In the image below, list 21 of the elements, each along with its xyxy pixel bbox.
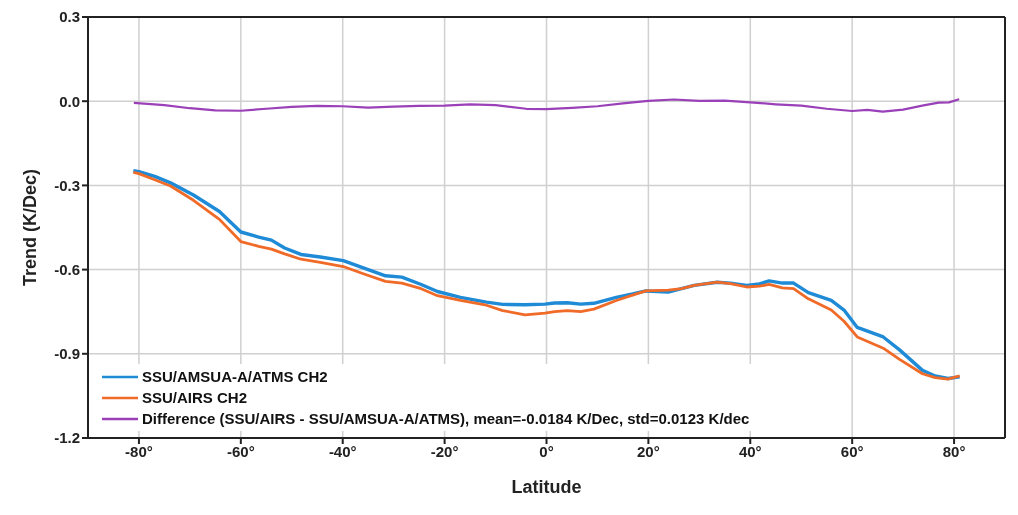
line-series <box>132 98 961 113</box>
y-tick-label: 0.3 <box>59 8 80 26</box>
y-tick-label: -1.2 <box>54 429 80 447</box>
x-tick-label: -20° <box>430 442 459 460</box>
x-tick-label: -60° <box>226 442 255 460</box>
x-tick-label: 20° <box>637 442 660 460</box>
legend-label: SSU/AIRS CH2 <box>142 388 248 408</box>
legend-label: Difference (SSU/AIRS - SSU/AMSUA-A/ATMS), mean=-0.0184 K/Dec, std=0.0123 K/dec <box>142 409 750 429</box>
x-tick-label: 0° <box>539 442 554 460</box>
y-tick-label: 0.0 <box>59 92 80 110</box>
x-axis-title: Latitude <box>511 476 582 497</box>
x-tick-label: -40° <box>328 442 357 460</box>
y-tick-label: -0.3 <box>54 176 80 194</box>
y-tick-label: -0.6 <box>54 260 80 278</box>
x-tick-label: 60° <box>840 442 864 460</box>
x-tick-label: 80° <box>942 442 966 460</box>
y-axis-title: Trend (K/Dec) <box>20 168 41 287</box>
legend-label: SSU/AMSUA-A/ATMS CH2 <box>142 367 328 387</box>
x-tick-label: 40° <box>738 442 762 460</box>
y-tick-label: -0.9 <box>54 345 80 363</box>
x-tick-label: -80° <box>125 442 153 460</box>
